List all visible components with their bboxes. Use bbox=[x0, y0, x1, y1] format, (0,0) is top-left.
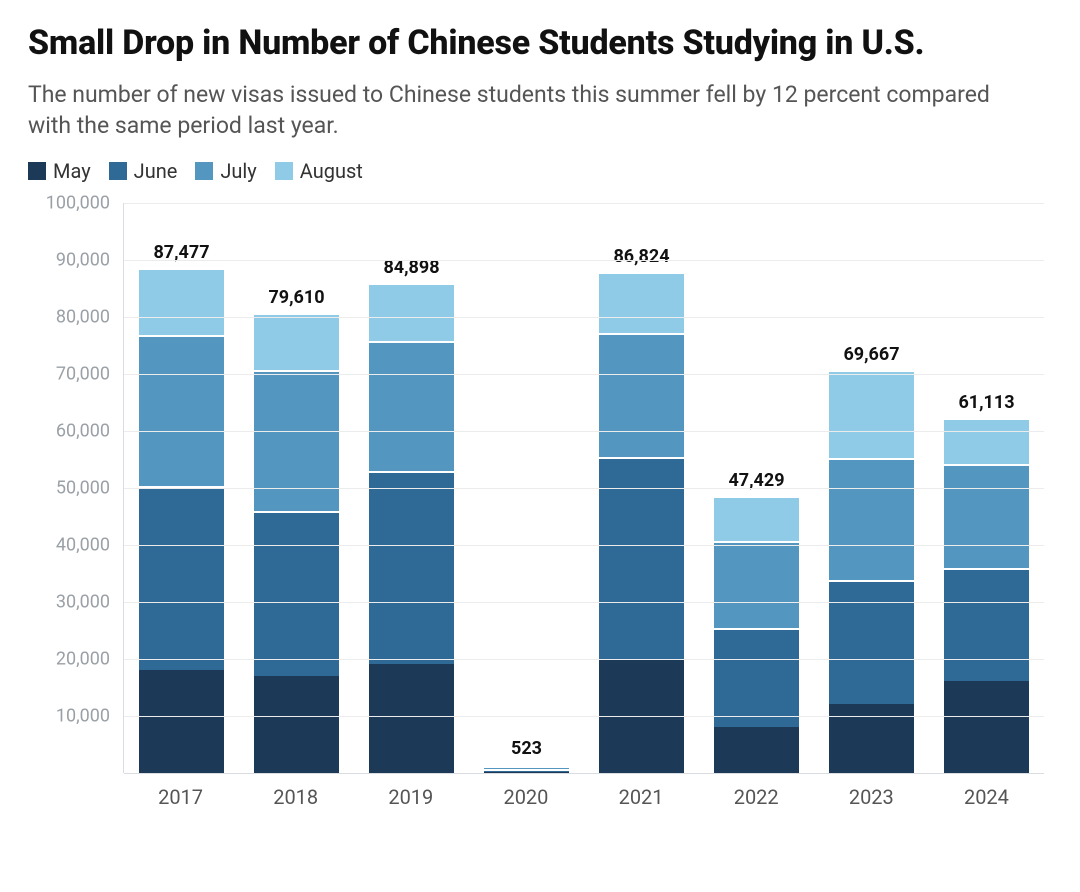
gridline bbox=[124, 431, 1044, 432]
bar-total-label: 523 bbox=[511, 738, 542, 759]
bar-stack: 523 bbox=[484, 764, 569, 773]
gridline bbox=[124, 317, 1044, 318]
gridline bbox=[124, 602, 1044, 603]
x-tick-label: 2018 bbox=[238, 785, 353, 809]
bar-segment bbox=[829, 704, 914, 772]
legend-item: May bbox=[28, 159, 91, 183]
bar-segment bbox=[254, 313, 339, 370]
bar-segment bbox=[369, 471, 454, 664]
y-tick-label: 80,000 bbox=[56, 306, 110, 327]
chart-area: 100,00090,00080,00070,00060,00050,00040,… bbox=[28, 203, 1052, 773]
gridline bbox=[124, 716, 1044, 717]
legend-label: June bbox=[134, 159, 178, 183]
bar-segment bbox=[599, 272, 684, 333]
bar-segment bbox=[714, 541, 799, 629]
legend-item: June bbox=[109, 159, 178, 183]
legend-swatch bbox=[195, 162, 213, 180]
bar-total-label: 79,610 bbox=[268, 287, 324, 308]
bar-segment bbox=[829, 370, 914, 458]
y-tick-label: 30,000 bbox=[56, 591, 110, 612]
y-tick-label: 70,000 bbox=[56, 363, 110, 384]
bar-segment bbox=[369, 664, 454, 772]
bar-segment bbox=[829, 580, 914, 705]
legend-item: July bbox=[195, 159, 256, 183]
bar-segment bbox=[714, 628, 799, 727]
chart-subtitle: The number of new visas issued to Chines… bbox=[28, 79, 1028, 141]
y-axis: 100,00090,00080,00070,00060,00050,00040,… bbox=[28, 203, 118, 773]
y-tick-label: 20,000 bbox=[56, 648, 110, 669]
y-tick-label: 90,000 bbox=[56, 249, 110, 270]
x-tick-label: 2022 bbox=[699, 785, 814, 809]
bar-segment bbox=[369, 341, 454, 471]
x-tick-label: 2023 bbox=[814, 785, 929, 809]
gridline bbox=[124, 545, 1044, 546]
legend-item: August bbox=[275, 159, 363, 183]
bar-stack: 61,113 bbox=[944, 418, 1029, 772]
y-tick-label: 50,000 bbox=[56, 477, 110, 498]
gridline bbox=[124, 659, 1044, 660]
legend-swatch bbox=[109, 162, 127, 180]
gridline bbox=[124, 203, 1044, 204]
bar-stack: 84,898 bbox=[369, 283, 454, 773]
bar-segment bbox=[139, 486, 224, 670]
legend-label: August bbox=[300, 159, 363, 183]
gridline bbox=[124, 260, 1044, 261]
bar-segment bbox=[254, 511, 339, 675]
bar-segment bbox=[714, 727, 799, 773]
x-tick-label: 2017 bbox=[123, 785, 238, 809]
y-tick-label: 40,000 bbox=[56, 534, 110, 555]
bar-stack: 79,610 bbox=[254, 313, 339, 773]
bar-segment bbox=[254, 370, 339, 512]
legend-swatch bbox=[275, 162, 293, 180]
bar-segment bbox=[829, 458, 914, 580]
y-tick-label: 100,000 bbox=[46, 192, 110, 213]
y-tick-label: 10,000 bbox=[56, 705, 110, 726]
legend-swatch bbox=[28, 162, 46, 180]
x-tick-label: 2019 bbox=[353, 785, 468, 809]
y-tick-label: 60,000 bbox=[56, 420, 110, 441]
bar-stack: 47,429 bbox=[714, 496, 799, 772]
bar-segment bbox=[139, 335, 224, 485]
legend-label: May bbox=[53, 159, 91, 183]
gridline bbox=[124, 374, 1044, 375]
plot-area: 87,477 79,610 84,898 523 86,824 47,429 69,667 6… bbox=[123, 203, 1044, 773]
gridline bbox=[124, 773, 1044, 774]
x-tick-label: 2021 bbox=[584, 785, 699, 809]
bar-stack: 87,477 bbox=[139, 268, 224, 773]
bar-segment bbox=[944, 681, 1029, 772]
bar-segment bbox=[139, 670, 224, 773]
bar-segment bbox=[714, 496, 799, 540]
x-tick-label: 2020 bbox=[468, 785, 583, 809]
bar-stack: 86,824 bbox=[599, 272, 684, 773]
x-axis: 20172018201920202021202220232024 bbox=[123, 773, 1044, 809]
bar-segment bbox=[139, 268, 224, 335]
bar-total-label: 69,667 bbox=[843, 344, 899, 365]
legend-label: July bbox=[220, 159, 256, 183]
bar-segment bbox=[599, 333, 684, 458]
bar-segment bbox=[254, 676, 339, 773]
bar-segment bbox=[944, 418, 1029, 463]
x-tick-label: 2024 bbox=[929, 785, 1044, 809]
bar-total-label: 61,113 bbox=[958, 392, 1014, 413]
bar-total-label: 86,824 bbox=[613, 246, 669, 267]
bar-segment bbox=[369, 283, 454, 341]
gridline bbox=[124, 488, 1044, 489]
bar-segment bbox=[944, 568, 1029, 681]
bar-segment bbox=[944, 464, 1029, 569]
legend: May June July August bbox=[28, 159, 1052, 183]
chart-title: Small Drop in Number of Chinese Students… bbox=[28, 22, 1052, 65]
